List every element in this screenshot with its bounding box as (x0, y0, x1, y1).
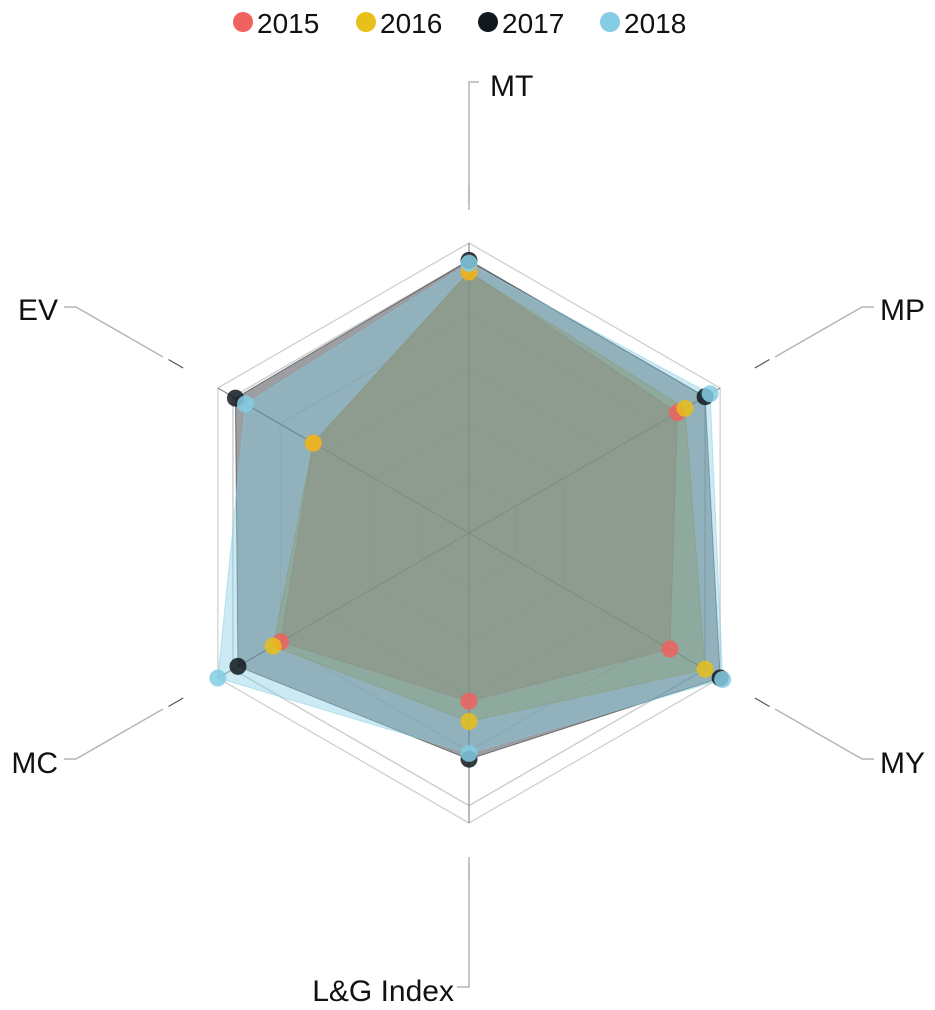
axis-spoke-ev (217, 387, 470, 534)
axis-label-mt: MT (490, 70, 533, 103)
legend-marker-2016 (356, 12, 376, 32)
axis-labels: MT MP MY L&G Index MC EV (11, 70, 925, 1008)
axis-leader-mt (468, 81, 479, 210)
legend-marker-2017 (478, 12, 498, 32)
axis-label-mc: MC (11, 747, 58, 780)
point-2016-my[interactable] (696, 660, 714, 678)
axis-tick-ev (168, 358, 184, 369)
point-2015-my[interactable] (661, 640, 679, 658)
axis-label-ev: EV (18, 294, 58, 327)
axis-leader-my (774, 708, 874, 760)
point-2016-mp[interactable] (676, 399, 694, 417)
legend: 2015 2016 2017 2018 (233, 8, 686, 39)
radar-points (209, 251, 732, 768)
point-2016-ev[interactable] (304, 434, 322, 452)
axis-leader-l-g-index (457, 857, 470, 988)
legend-item-2018[interactable]: 2018 (600, 8, 686, 39)
axis-leader-mp (774, 306, 874, 358)
point-2016-mc[interactable] (264, 637, 282, 655)
axis-label-l-g-index: L&G Index (312, 975, 454, 1005)
series-area-2018 (217, 262, 724, 754)
point-2018-l-g-index[interactable] (460, 744, 478, 762)
axis-spoke-mc (217, 532, 470, 679)
point-2018-mt[interactable] (460, 254, 478, 272)
point-2016-l-g-index[interactable] (460, 713, 478, 730)
point-2017-mc[interactable] (229, 657, 247, 675)
axis-label-mp: MP (880, 294, 925, 327)
axis-tick-mp (754, 358, 770, 369)
legend-item-2016[interactable]: 2016 (356, 8, 442, 39)
legend-marker-2015 (233, 12, 253, 32)
legend-marker-2018 (600, 12, 620, 32)
radar-series (217, 259, 724, 760)
axis-leader-ev (64, 306, 164, 358)
legend-label-2018: 2018 (624, 8, 686, 39)
point-2018-my[interactable] (714, 670, 732, 688)
legend-label-2016: 2016 (380, 8, 442, 39)
radar-axes (217, 243, 721, 823)
legend-item-2017[interactable]: 2017 (478, 8, 564, 39)
legend-item-2015[interactable]: 2015 (233, 8, 319, 39)
point-2015-l-g-index[interactable] (460, 692, 478, 710)
point-2018-mp[interactable] (701, 385, 719, 403)
point-2018-mc[interactable] (209, 669, 227, 687)
axis-spoke-my (468, 532, 721, 679)
axis-tick-mc (168, 697, 184, 708)
legend-label-2015: 2015 (257, 8, 319, 39)
axis-label-my: MY (880, 747, 925, 780)
legend-label-2017: 2017 (502, 8, 564, 39)
axis-leader-mc (64, 708, 164, 760)
point-2018-ev[interactable] (236, 395, 254, 413)
axis-tick-my (754, 697, 770, 708)
